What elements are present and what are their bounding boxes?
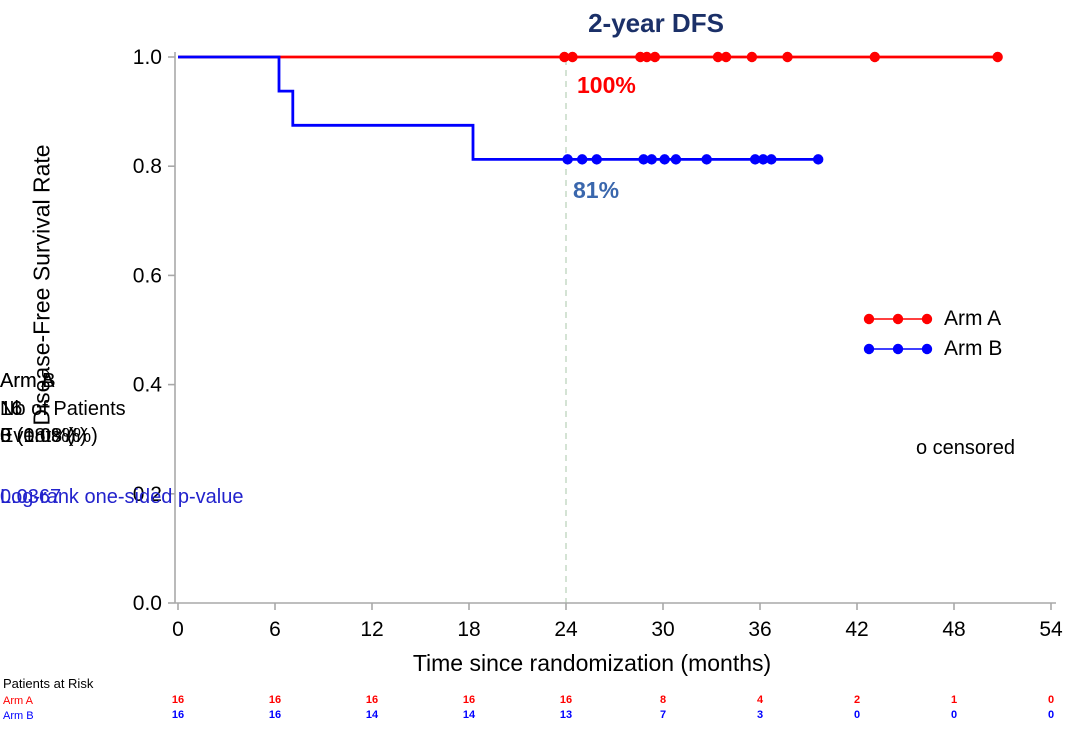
stats-header-arm-a: Arm A [0, 370, 55, 392]
censor-mark-arm-a [641, 51, 653, 63]
at-risk-value: 14 [365, 709, 379, 721]
censor-mark-arm-b [638, 154, 649, 165]
stats-events-arm-b: 3 (18.8%) [0, 425, 87, 447]
arm-b-rate-annotation: 81% [573, 177, 620, 203]
at-risk-value: 16 [171, 709, 185, 721]
x-tick-label: 36 [748, 618, 771, 641]
censor-mark-arm-a [992, 51, 1003, 63]
at-risk-value: 2 [853, 694, 861, 706]
censored-note: o censored [916, 437, 1015, 459]
y-tick-label: 0.4 [133, 374, 163, 397]
censor-mark-arm-b [813, 154, 824, 165]
legend-marker-dot [863, 313, 875, 325]
stats-patients-arm-b: 16 [0, 398, 23, 420]
stats-events-arm-a: 0 (0.0%) [0, 425, 76, 447]
x-tick-label: 6 [269, 618, 281, 641]
stats-row-label-events: Events (%) [0, 425, 98, 447]
at-risk-row-label-arm-b: Arm B [3, 710, 34, 722]
censor-mark-arm-a [720, 51, 732, 63]
censor-mark-arm-b [749, 154, 761, 165]
censor-mark-arm-a [746, 51, 758, 63]
censor-mark-arm-b [758, 154, 769, 165]
stats-row-label-patients: Nb of Patients [0, 398, 126, 420]
y-tick-label: 0.0 [133, 592, 162, 615]
at-risk-value: 0 [1047, 709, 1055, 721]
censor-mark-arm-b [591, 154, 602, 165]
legend-marker-dot [921, 313, 933, 325]
legend-label-arm-b: Arm B [944, 337, 1003, 360]
legend-marker-dot [921, 343, 933, 355]
censor-mark-arm-b [646, 154, 657, 165]
at-risk-value: 0 [950, 709, 958, 721]
at-risk-value: 16 [559, 694, 573, 706]
at-risk-value: 8 [659, 694, 667, 706]
x-tick-label: 48 [942, 618, 965, 641]
at-risk-value: 13 [559, 709, 573, 721]
x-tick-label: 18 [457, 618, 480, 641]
at-risk-value: 16 [171, 694, 185, 706]
at-risk-value: 0 [1047, 694, 1055, 706]
at-risk-value: 16 [268, 694, 282, 706]
x-tick-label: 12 [360, 618, 383, 641]
censor-mark-arm-b [766, 154, 777, 165]
legend-marker-dot [892, 313, 904, 325]
censor-mark-arm-b [701, 154, 712, 165]
at-risk-value: 0 [853, 709, 861, 721]
censor-mark-arm-a [649, 51, 661, 63]
legend-marker-dot [892, 343, 904, 355]
censor-mark-arm-a [712, 51, 724, 63]
censor-mark-arm-a [567, 51, 578, 63]
at-risk-value: 1 [950, 694, 958, 706]
legend-label-arm-a: Arm A [944, 307, 1002, 330]
censor-mark-arm-b [576, 154, 588, 165]
censor-mark-arm-b [659, 154, 670, 165]
censor-mark-arm-a [559, 51, 570, 63]
x-tick-label: 0 [172, 618, 184, 641]
y-tick-label: 0.8 [133, 155, 162, 178]
censor-mark-arm-a [782, 51, 793, 63]
x-tick-label: 54 [1039, 618, 1063, 641]
x-axis-title: Time since randomization (months) [412, 650, 772, 676]
series-line-arm-b [178, 55, 819, 161]
at-risk-value: 14 [462, 709, 476, 721]
censor-mark-arm-a [869, 51, 880, 63]
x-tick-label: 24 [554, 618, 578, 641]
x-tick-label: 30 [651, 618, 674, 641]
y-tick-label: 1.0 [133, 46, 162, 69]
legend-marker-dot [863, 343, 875, 355]
at-risk-title: Patients at Risk [3, 676, 94, 691]
pvalue-label: Log-rank one-sided p-value [0, 486, 244, 508]
stats-header-arm-b: Arm B [0, 370, 56, 392]
at-risk-value: 16 [462, 694, 476, 706]
x-tick-label: 42 [845, 618, 868, 641]
y-tick-label: 0.6 [133, 264, 162, 287]
at-risk-value: 4 [756, 694, 764, 706]
arm-a-rate-annotation: 100% [577, 72, 636, 98]
at-risk-value: 7 [659, 709, 667, 721]
pvalue-value: 0.0367 [0, 486, 62, 508]
at-risk-value: 16 [268, 709, 282, 721]
stats-patients-arm-a: 16 [0, 398, 23, 420]
censor-mark-arm-b [670, 154, 682, 165]
at-risk-value: 3 [756, 709, 764, 721]
y-tick-label: 0.2 [133, 483, 162, 506]
censor-mark-arm-b [562, 154, 573, 165]
at-risk-value: 16 [365, 694, 379, 706]
chart-title: 2-year DFS [588, 8, 724, 38]
at-risk-row-label-arm-a: Arm A [3, 695, 33, 707]
